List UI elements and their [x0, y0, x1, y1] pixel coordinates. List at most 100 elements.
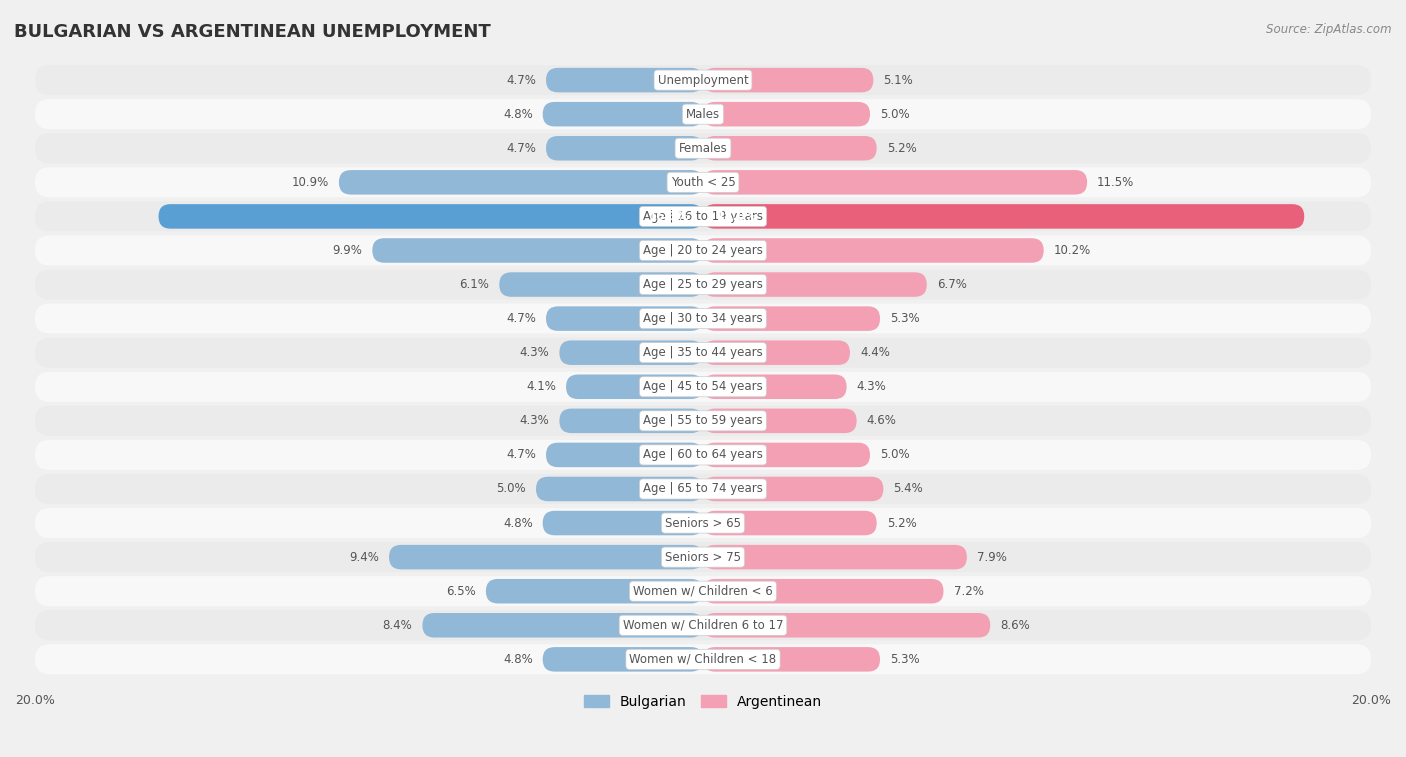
Text: Youth < 25: Youth < 25 [671, 176, 735, 188]
FancyBboxPatch shape [35, 133, 1371, 164]
Text: 8.6%: 8.6% [1000, 618, 1031, 632]
FancyBboxPatch shape [703, 238, 1043, 263]
FancyBboxPatch shape [560, 341, 703, 365]
Text: Seniors > 65: Seniors > 65 [665, 516, 741, 530]
FancyBboxPatch shape [35, 576, 1371, 606]
Text: 4.4%: 4.4% [860, 346, 890, 359]
FancyBboxPatch shape [35, 167, 1371, 198]
FancyBboxPatch shape [35, 406, 1371, 436]
Text: Males: Males [686, 107, 720, 120]
Text: Women w/ Children < 18: Women w/ Children < 18 [630, 653, 776, 666]
Text: Seniors > 75: Seniors > 75 [665, 550, 741, 564]
Text: 7.9%: 7.9% [977, 550, 1007, 564]
Text: 6.5%: 6.5% [446, 584, 475, 598]
Text: Age | 60 to 64 years: Age | 60 to 64 years [643, 448, 763, 462]
Text: 4.3%: 4.3% [856, 380, 886, 394]
FancyBboxPatch shape [35, 338, 1371, 368]
Text: 5.2%: 5.2% [887, 142, 917, 154]
Text: 5.3%: 5.3% [890, 312, 920, 325]
Text: 8.4%: 8.4% [382, 618, 412, 632]
FancyBboxPatch shape [499, 273, 703, 297]
Text: 9.9%: 9.9% [332, 244, 363, 257]
FancyBboxPatch shape [703, 579, 943, 603]
FancyBboxPatch shape [486, 579, 703, 603]
Text: 4.8%: 4.8% [503, 653, 533, 666]
FancyBboxPatch shape [703, 68, 873, 92]
FancyBboxPatch shape [159, 204, 703, 229]
Text: 4.7%: 4.7% [506, 73, 536, 86]
FancyBboxPatch shape [35, 542, 1371, 572]
Text: Unemployment: Unemployment [658, 73, 748, 86]
Text: 5.3%: 5.3% [890, 653, 920, 666]
FancyBboxPatch shape [35, 610, 1371, 640]
Text: Age | 16 to 19 years: Age | 16 to 19 years [643, 210, 763, 223]
FancyBboxPatch shape [703, 136, 877, 160]
FancyBboxPatch shape [35, 474, 1371, 504]
Text: 4.7%: 4.7% [506, 312, 536, 325]
FancyBboxPatch shape [35, 235, 1371, 266]
FancyBboxPatch shape [546, 443, 703, 467]
Text: Women w/ Children 6 to 17: Women w/ Children 6 to 17 [623, 618, 783, 632]
Text: 18.0%: 18.0% [717, 210, 758, 223]
Text: 10.9%: 10.9% [291, 176, 329, 188]
FancyBboxPatch shape [543, 647, 703, 671]
FancyBboxPatch shape [543, 102, 703, 126]
Text: 5.0%: 5.0% [880, 448, 910, 462]
Text: 7.2%: 7.2% [953, 584, 983, 598]
FancyBboxPatch shape [703, 647, 880, 671]
FancyBboxPatch shape [703, 409, 856, 433]
FancyBboxPatch shape [35, 644, 1371, 674]
FancyBboxPatch shape [543, 511, 703, 535]
FancyBboxPatch shape [373, 238, 703, 263]
FancyBboxPatch shape [35, 304, 1371, 334]
FancyBboxPatch shape [703, 443, 870, 467]
FancyBboxPatch shape [703, 511, 877, 535]
FancyBboxPatch shape [35, 269, 1371, 300]
FancyBboxPatch shape [389, 545, 703, 569]
Text: 4.1%: 4.1% [526, 380, 555, 394]
Legend: Bulgarian, Argentinean: Bulgarian, Argentinean [578, 690, 828, 715]
FancyBboxPatch shape [703, 375, 846, 399]
FancyBboxPatch shape [567, 375, 703, 399]
Text: 9.4%: 9.4% [349, 550, 380, 564]
Text: 4.8%: 4.8% [503, 516, 533, 530]
FancyBboxPatch shape [703, 273, 927, 297]
FancyBboxPatch shape [560, 409, 703, 433]
FancyBboxPatch shape [703, 613, 990, 637]
Text: 5.4%: 5.4% [893, 482, 924, 496]
Text: 5.1%: 5.1% [883, 73, 912, 86]
Text: Age | 55 to 59 years: Age | 55 to 59 years [643, 414, 763, 428]
Text: 16.3%: 16.3% [648, 210, 689, 223]
Text: 5.0%: 5.0% [880, 107, 910, 120]
Text: 4.3%: 4.3% [520, 346, 550, 359]
Text: Age | 65 to 74 years: Age | 65 to 74 years [643, 482, 763, 496]
Text: Age | 20 to 24 years: Age | 20 to 24 years [643, 244, 763, 257]
FancyBboxPatch shape [546, 68, 703, 92]
Text: Age | 45 to 54 years: Age | 45 to 54 years [643, 380, 763, 394]
FancyBboxPatch shape [422, 613, 703, 637]
Text: Women w/ Children < 6: Women w/ Children < 6 [633, 584, 773, 598]
FancyBboxPatch shape [703, 341, 851, 365]
FancyBboxPatch shape [35, 99, 1371, 129]
FancyBboxPatch shape [703, 307, 880, 331]
FancyBboxPatch shape [546, 136, 703, 160]
FancyBboxPatch shape [339, 170, 703, 195]
FancyBboxPatch shape [35, 372, 1371, 402]
FancyBboxPatch shape [703, 170, 1087, 195]
FancyBboxPatch shape [546, 307, 703, 331]
Text: 4.7%: 4.7% [506, 448, 536, 462]
Text: 4.7%: 4.7% [506, 142, 536, 154]
FancyBboxPatch shape [35, 508, 1371, 538]
Text: 11.5%: 11.5% [1097, 176, 1135, 188]
FancyBboxPatch shape [703, 204, 1305, 229]
Text: Age | 35 to 44 years: Age | 35 to 44 years [643, 346, 763, 359]
FancyBboxPatch shape [703, 102, 870, 126]
Text: Age | 25 to 29 years: Age | 25 to 29 years [643, 278, 763, 291]
Text: 10.2%: 10.2% [1053, 244, 1091, 257]
Text: 5.2%: 5.2% [887, 516, 917, 530]
Text: 6.1%: 6.1% [460, 278, 489, 291]
Text: Age | 30 to 34 years: Age | 30 to 34 years [643, 312, 763, 325]
Text: Source: ZipAtlas.com: Source: ZipAtlas.com [1267, 23, 1392, 36]
FancyBboxPatch shape [35, 440, 1371, 470]
FancyBboxPatch shape [536, 477, 703, 501]
